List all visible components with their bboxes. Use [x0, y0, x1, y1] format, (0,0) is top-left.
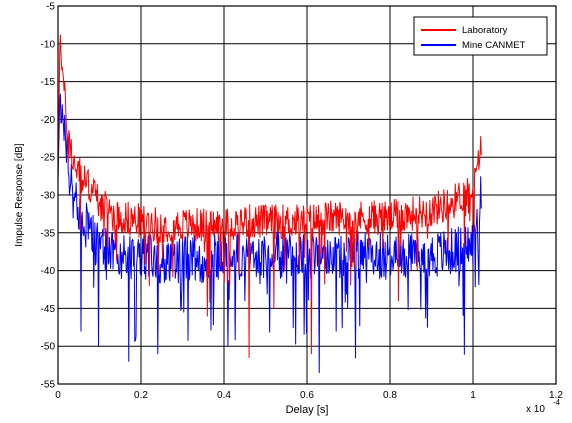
plot-border	[57, 5, 557, 385]
x-tick-label: 0.6	[300, 390, 314, 401]
legend-box	[413, 16, 548, 56]
x-tick-label: 0.2	[134, 390, 148, 401]
x-tick-label: 1	[470, 390, 476, 401]
y-tick-label: -55	[41, 380, 56, 391]
y-tick-label: -45	[41, 304, 56, 315]
series-layer	[57, 34, 482, 374]
y-tick-label: -30	[41, 191, 56, 202]
x-tick-label: 0	[55, 390, 61, 401]
y-tick-label: -5	[46, 2, 55, 13]
x-tick-label: 1.2	[549, 390, 563, 401]
y-tick-label: -10	[41, 39, 56, 50]
x-axis-label: Delay [s]	[286, 404, 329, 416]
y-tick-label: -40	[41, 266, 56, 277]
y-tick-label: -15	[41, 77, 56, 88]
legend-label-mine-canmet: Mine CANMET	[462, 40, 526, 51]
axis-ticks: 0 0.2 0.4 0.6 0.8 1 1.2 -55 -50 -45 -40 -35 -30 -25 -2…	[41, 2, 564, 402]
x-tick-label: 0.4	[217, 390, 231, 401]
x-axis-multiplier-exponent: -4	[553, 398, 561, 407]
series-line-laboratory	[57, 34, 482, 359]
series-line-mine-canmet	[57, 93, 482, 374]
legend: Laboratory Mine CANMET	[413, 16, 548, 56]
y-tick-label: -35	[41, 228, 56, 239]
legend-label-laboratory: Laboratory	[462, 25, 508, 36]
y-tick-label: -50	[41, 342, 56, 353]
y-tick-label: -20	[41, 115, 56, 126]
x-tick-label: 0.8	[383, 390, 397, 401]
y-axis-label: Impulse Response [dB]	[14, 143, 25, 247]
x-axis-multiplier: x 10	[526, 404, 545, 415]
y-tick-label: -25	[41, 153, 56, 164]
